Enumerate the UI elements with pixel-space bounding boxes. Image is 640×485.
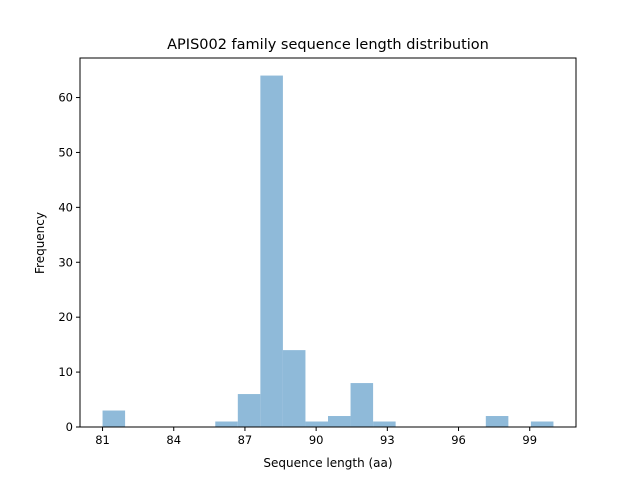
y-tick-label: 0 bbox=[66, 420, 73, 434]
y-tick-label: 30 bbox=[58, 255, 73, 269]
histogram-bar bbox=[350, 383, 374, 427]
y-tick-label: 50 bbox=[58, 145, 73, 159]
histogram-bar bbox=[260, 75, 283, 428]
x-tick-label: 90 bbox=[309, 433, 324, 447]
histogram-bar bbox=[485, 416, 509, 427]
histogram-bar bbox=[237, 394, 261, 427]
x-tick-label: 93 bbox=[380, 433, 395, 447]
y-tick-label: 60 bbox=[58, 91, 73, 105]
axes-frame bbox=[79, 57, 577, 428]
histogram-bar bbox=[328, 416, 351, 427]
x-tick-label: 84 bbox=[166, 433, 181, 447]
x-axis-label: Sequence length (aa) bbox=[263, 456, 392, 470]
x-tick-label: 99 bbox=[522, 433, 537, 447]
histogram-bar bbox=[530, 421, 554, 427]
histogram-bar bbox=[282, 350, 306, 427]
histogram-bar bbox=[102, 410, 126, 427]
y-tick-label: 20 bbox=[58, 310, 73, 324]
chart-title: APIS002 family sequence length distribut… bbox=[167, 37, 489, 53]
y-tick-label: 10 bbox=[58, 365, 73, 379]
y-axis-label: Frequency bbox=[33, 212, 47, 274]
histogram-bar bbox=[305, 421, 328, 427]
y-tick-label: 40 bbox=[58, 200, 73, 214]
x-tick-label: 81 bbox=[95, 433, 110, 447]
histogram-bar bbox=[373, 421, 396, 427]
x-tick-label: 96 bbox=[451, 433, 466, 447]
histogram-bar bbox=[215, 421, 238, 427]
x-tick-label: 87 bbox=[238, 433, 253, 447]
